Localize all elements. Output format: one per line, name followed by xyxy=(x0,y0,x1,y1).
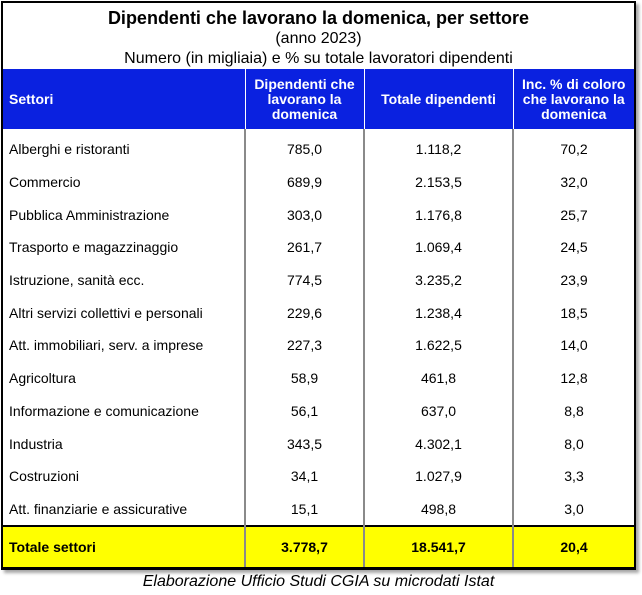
cell-sunday: 785,0 xyxy=(244,129,364,166)
table-row: Informazione e comunicazione 56,1 637,0 8,8 xyxy=(3,394,634,428)
cell-sector: Industria xyxy=(9,435,63,452)
total-sector: Totale settori xyxy=(3,525,245,568)
cell-sector: Trasporto e magazzinaggio xyxy=(9,239,179,256)
cell-pct: 14,0 xyxy=(512,329,634,362)
column-header-sunday: Dipendenti che lavorano la domenica xyxy=(244,69,364,129)
column-header-pct: Inc. % di coloro che lavorano la domenic… xyxy=(512,69,634,129)
cell-pct: 23,9 xyxy=(512,263,634,297)
cell-sector: Att. finanziarie e assicurative xyxy=(9,500,188,517)
source-note: Elaborazione Ufficio Studi CGIA su micro… xyxy=(3,567,634,595)
table-row: Commercio 689,9 2.153,5 32,0 xyxy=(3,165,634,199)
cell-sunday: 261,7 xyxy=(244,231,364,264)
table-row: Att. finanziarie e assicurative 15,1 498,8… xyxy=(3,492,634,527)
cell-sunday: 774,5 xyxy=(244,263,364,297)
cell-sunday: 343,5 xyxy=(244,427,364,460)
cell-sunday: 229,6 xyxy=(244,296,364,330)
total-total: 18.541,7 xyxy=(363,525,513,568)
cell-sector: Pubblica Amministrazione xyxy=(9,206,170,223)
table-row: Altri servizi collettivi e personali 229,… xyxy=(3,296,634,330)
cell-sector: Commercio xyxy=(9,174,81,191)
cell-total: 1.176,8 xyxy=(363,198,513,232)
cell-sunday: 56,1 xyxy=(244,394,364,428)
cell-pct: 25,7 xyxy=(512,198,634,232)
page-subtitle-units: Numero (in migliaia) e % su totale lavor… xyxy=(124,50,513,67)
cell-sector: Att. immobiliari, serv. a imprese xyxy=(9,337,204,354)
cell-total: 637,0 xyxy=(363,394,513,428)
cell-total: 1.027,9 xyxy=(363,459,513,493)
table-header: Dipendenti che lavorano la domenica, per… xyxy=(3,3,634,69)
table-row: Agricoltura 58,9 461,8 12,8 xyxy=(3,361,634,395)
page-subtitle: (anno 2023) xyxy=(275,30,362,47)
column-header-row: Settori Dipendenti che lavorano la domen… xyxy=(3,69,634,129)
table-row: Alberghi e ristoranti 785,0 1.118,2 70,2 xyxy=(3,129,634,166)
column-header-sector: Settori xyxy=(3,69,245,129)
total-sunday: 3.778,7 xyxy=(244,525,364,568)
table-row: Costruzioni 34,1 1.027,9 3,3 xyxy=(3,459,634,493)
cell-pct: 70,2 xyxy=(512,129,634,166)
cell-total: 2.153,5 xyxy=(363,165,513,199)
cell-sunday: 303,0 xyxy=(244,198,364,232)
total-pct: 20,4 xyxy=(512,525,634,568)
table-row: Att. immobiliari, serv. a imprese 227,3 1.… xyxy=(3,329,634,362)
total-row: Totale settori 3.778,7 18.541,7 20,4 xyxy=(3,525,634,568)
cell-sector: Istruzione, sanità ecc. xyxy=(9,272,145,289)
cell-total: 1.118,2 xyxy=(363,129,513,166)
cell-total: 1.622,5 xyxy=(363,329,513,362)
cell-pct: 8,0 xyxy=(512,427,634,460)
table-row: Istruzione, sanità ecc. 774,5 3.235,2 23,9 xyxy=(3,263,634,297)
cell-sunday: 58,9 xyxy=(244,361,364,395)
cell-pct: 8,8 xyxy=(512,394,634,428)
cell-sector: Agricoltura xyxy=(9,370,76,387)
cell-sunday: 15,1 xyxy=(244,492,364,527)
cell-total: 3.235,2 xyxy=(363,263,513,297)
cell-pct: 18,5 xyxy=(512,296,634,330)
cell-total: 1.069,4 xyxy=(363,231,513,264)
cell-total: 461,8 xyxy=(363,361,513,395)
page-title: Dipendenti che lavorano la domenica, per… xyxy=(107,8,530,28)
cell-pct: 3,3 xyxy=(512,459,634,493)
cell-sector: Informazione e comunicazione xyxy=(9,402,199,419)
cell-pct: 24,5 xyxy=(512,231,634,264)
cell-total: 4.302,1 xyxy=(363,427,513,460)
cell-sector: Costruzioni xyxy=(9,468,80,485)
cell-sunday: 689,9 xyxy=(244,165,364,199)
column-header-total: Totale dipendenti xyxy=(363,69,513,129)
table-row: Industria 343,5 4.302,1 8,0 xyxy=(3,427,634,460)
table-row: Pubblica Amministrazione 303,0 1.176,8 25,7 xyxy=(3,198,634,232)
cell-pct: 3,0 xyxy=(512,492,634,527)
table-frame: Dipendenti che lavorano la domenica, per… xyxy=(1,1,636,590)
cell-pct: 32,0 xyxy=(512,165,634,199)
table-body: Alberghi e ristoranti 785,0 1.118,2 70,2 Com… xyxy=(3,129,634,527)
cell-total: 1.238,4 xyxy=(363,296,513,330)
cell-sunday: 34,1 xyxy=(244,459,364,493)
cell-total: 498,8 xyxy=(363,492,513,527)
cell-pct: 12,8 xyxy=(512,361,634,395)
data-table: Settori Dipendenti che lavorano la domen… xyxy=(3,69,634,568)
table-row: Trasporto e magazzinaggio 261,7 1.069,4 24,… xyxy=(3,231,634,264)
cell-sector: Alberghi e ristoranti xyxy=(9,141,130,158)
cell-sector: Altri servizi collettivi e personali xyxy=(9,304,203,321)
cell-sunday: 227,3 xyxy=(244,329,364,362)
